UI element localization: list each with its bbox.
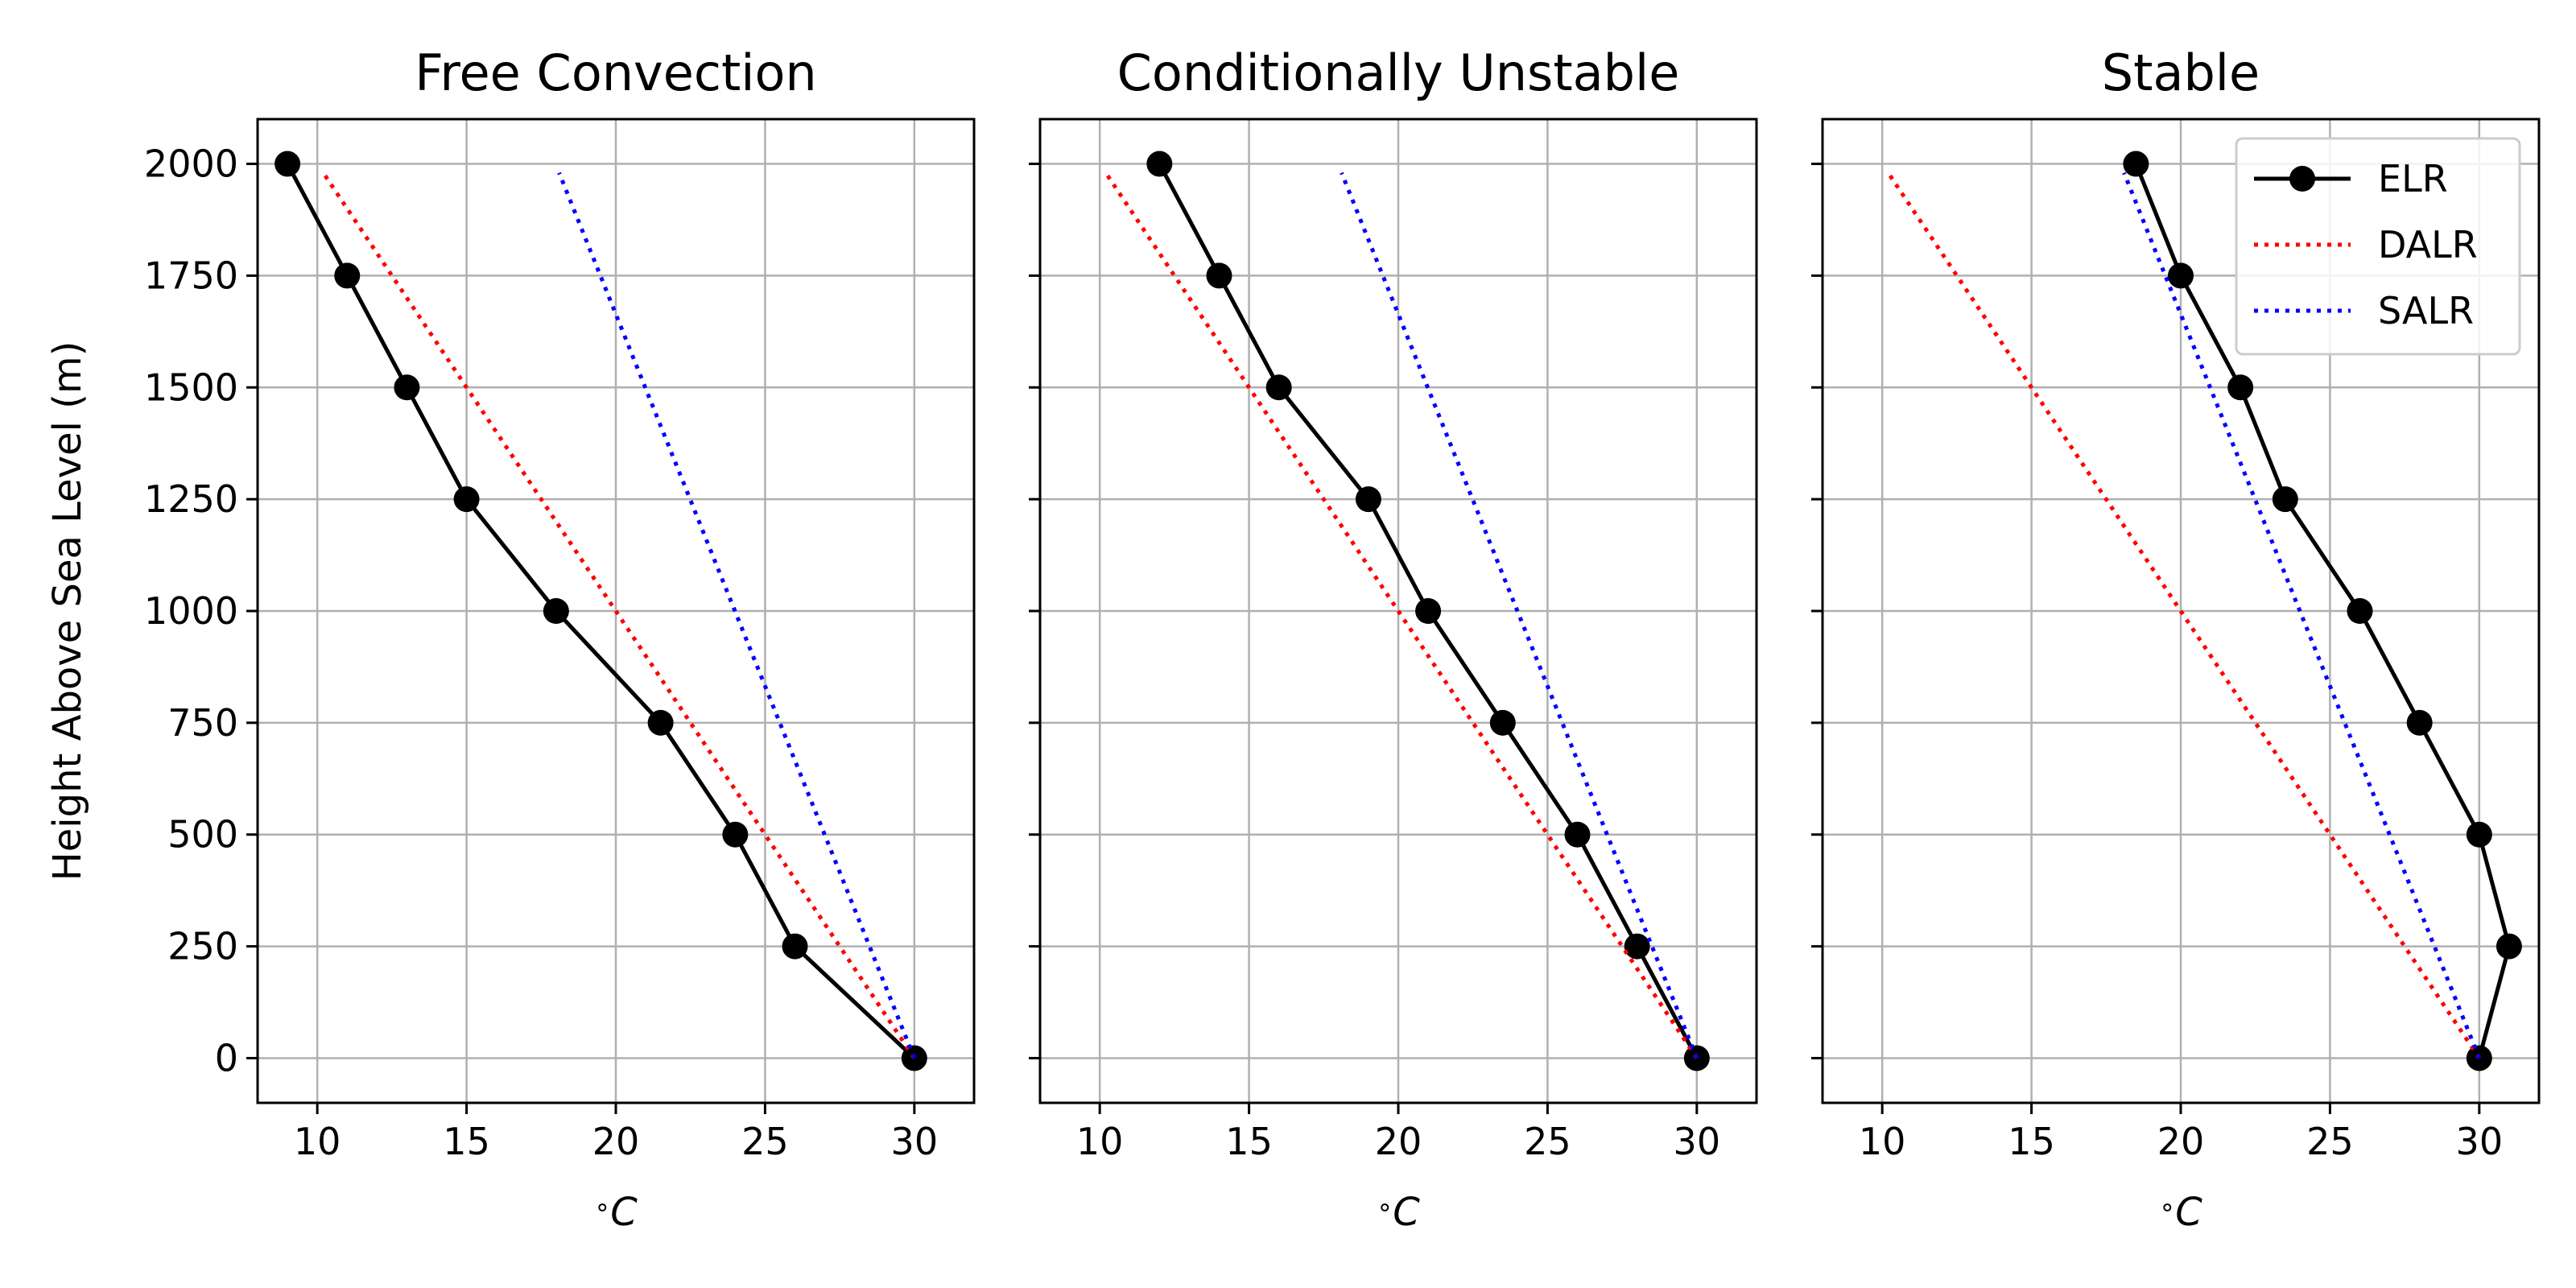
elr-point (1206, 262, 1232, 289)
x-tick-label: 25 (2306, 1120, 2354, 1163)
x-tick-label: 30 (891, 1120, 939, 1163)
legend: ELR DALR SALR (2235, 137, 2521, 356)
dalr-line (321, 171, 916, 1059)
elr-point (2227, 374, 2254, 401)
elr-point (453, 486, 480, 513)
elr-point (647, 709, 674, 736)
elr-point (2123, 151, 2149, 177)
elr-point (334, 262, 361, 289)
y-tick-label: 0 (215, 1036, 238, 1080)
elr-point (2272, 486, 2298, 513)
elr-point (1146, 151, 1173, 177)
elr-point (1415, 598, 1442, 624)
chart-title: Stable (2102, 43, 2260, 102)
x-tick-label: 15 (1225, 1120, 1273, 1163)
x-axis-label: ∘C (2159, 1190, 2202, 1235)
x-tick-label: 30 (1674, 1120, 1721, 1163)
x-tick-label: 20 (2157, 1120, 2205, 1163)
elr-point (2496, 933, 2522, 960)
x-tick-label: 20 (592, 1120, 640, 1163)
chart-panel-3: 10 15 20 25 30 Stable ∘C ELR DALR SALR (1811, 43, 2541, 1235)
elr-point (1265, 374, 1292, 401)
x-axis-label: ∘C (1377, 1190, 1420, 1235)
chart-panel-1: 10 15 20 25 30 0 250 500 750 1000 1250 1500 1750 2000… (45, 43, 976, 1235)
y-tick-label: 500 (167, 813, 238, 857)
y-tick-label: 1500 (144, 365, 238, 409)
legend-elr-label: ELR (2378, 157, 2448, 200)
y-tick-label: 750 (167, 701, 238, 745)
legend-elr-marker (2289, 166, 2315, 192)
y-axis-label: Height Above Sea Level (m) (45, 341, 90, 881)
legend-salr-label: SALR (2378, 289, 2474, 332)
x-tick-label: 25 (1524, 1120, 1571, 1163)
chart-title: Conditionally Unstable (1117, 43, 1680, 102)
legend-dalr-label: DALR (2378, 223, 2478, 266)
elr-point (543, 598, 569, 624)
x-tick-label: 20 (1375, 1120, 1422, 1163)
y-tick-label: 250 (167, 925, 238, 968)
x-tick-label: 15 (2008, 1120, 2055, 1163)
chart-panel-2: 10 15 20 25 30 Conditionally Unstable ∘C (1029, 43, 1758, 1235)
elr-point (2466, 821, 2492, 848)
x-tick-label: 15 (443, 1120, 490, 1163)
y-tick-label: 1750 (144, 254, 238, 297)
salr-line (1340, 171, 1699, 1059)
chart-title: Free Convection (415, 43, 816, 102)
y-tick-label: 1000 (144, 589, 238, 633)
elr-point (1355, 486, 1381, 513)
elr-point (782, 933, 808, 960)
elr-point (2168, 262, 2194, 289)
elr-point (2406, 709, 2433, 736)
x-tick-label: 10 (1076, 1120, 1124, 1163)
x-tick-label: 10 (294, 1120, 341, 1163)
y-tick-label: 2000 (144, 142, 238, 186)
salr-line (2122, 171, 2482, 1059)
x-tick-label: 25 (741, 1120, 789, 1163)
legend-box (2235, 137, 2521, 356)
dalr-line (1104, 171, 1699, 1059)
salr-line (557, 171, 917, 1059)
elr-point (1489, 709, 1516, 736)
elr-point (275, 151, 301, 177)
x-tick-label: 30 (2456, 1120, 2504, 1163)
x-tick-label: 10 (1859, 1120, 1906, 1163)
elr-point (1624, 933, 1650, 960)
x-axis-label: ∘C (594, 1190, 638, 1235)
y-tick-label: 1250 (144, 477, 238, 521)
elr-point (722, 821, 749, 848)
elr-point (394, 374, 420, 401)
elr-point (1564, 821, 1591, 848)
elr-point (2347, 598, 2373, 624)
